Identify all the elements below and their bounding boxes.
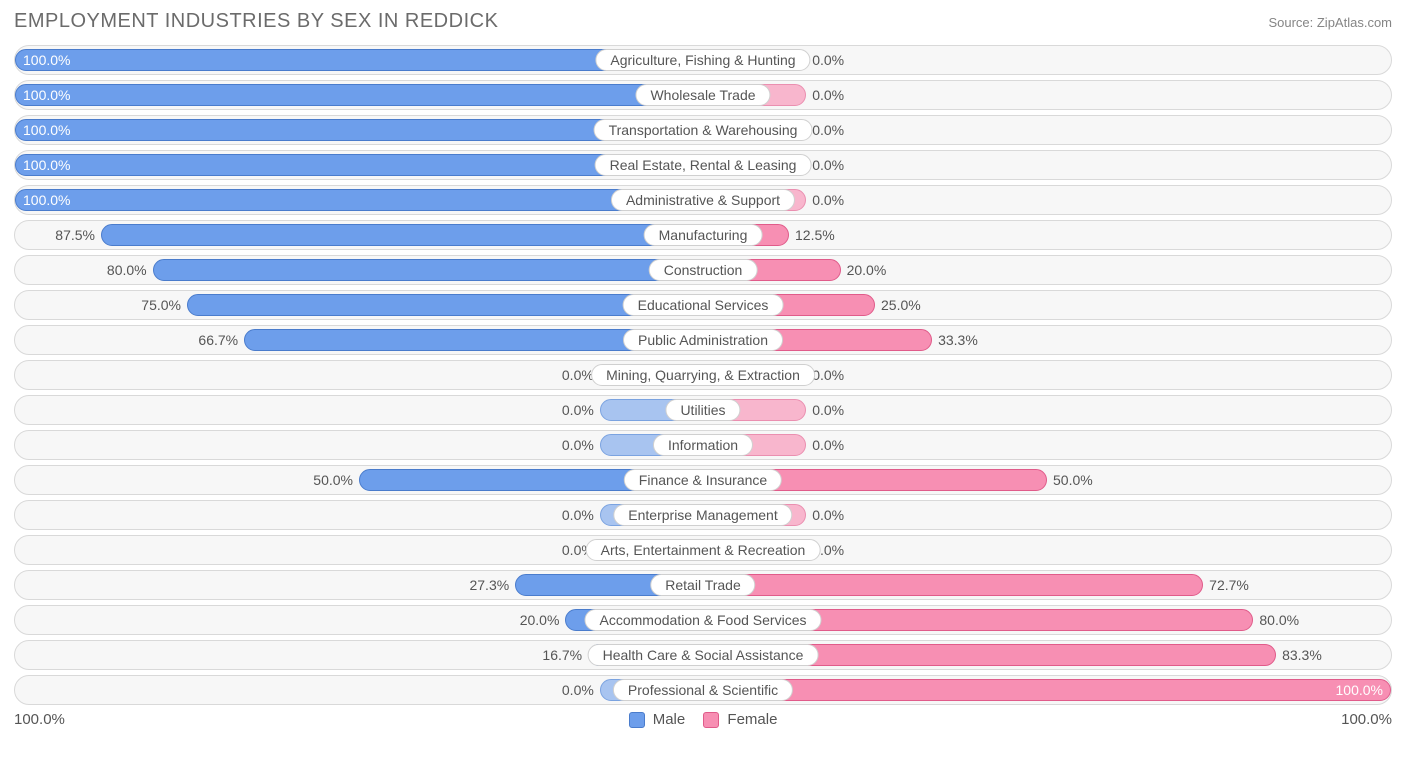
female-pct: 25.0% <box>881 297 921 313</box>
chart-row: 50.0% 50.0% Finance & Insurance <box>14 465 1392 495</box>
chart-row: 0.0% 0.0% Utilities <box>14 395 1392 425</box>
category-label: Accommodation & Food Services <box>585 609 822 631</box>
chart-row: 16.7% 83.3% Health Care & Social Assistanc… <box>14 640 1392 670</box>
female-pct: 12.5% <box>795 227 835 243</box>
chart-row: 27.3% 72.7% Retail Trade <box>14 570 1392 600</box>
category-label: Utilities <box>665 399 740 421</box>
category-label: Wholesale Trade <box>635 84 770 106</box>
female-pct: 72.7% <box>1209 577 1249 593</box>
female-bar <box>703 679 1391 701</box>
chart-row: 0.0% 0.0%Mining, Quarrying, & Extraction <box>14 360 1392 390</box>
female-pct: 33.3% <box>938 332 978 348</box>
category-label: Transportation & Warehousing <box>594 119 813 141</box>
male-pct: 75.0% <box>141 297 181 313</box>
female-pct: 0.0% <box>812 157 844 173</box>
legend-male: Male <box>629 711 686 728</box>
chart-row: 66.7% 33.3% Public Administration <box>14 325 1392 355</box>
chart-row: 0.0% 0.0% Enterprise Management <box>14 500 1392 530</box>
category-label: Finance & Insurance <box>624 469 782 491</box>
female-pct: 100.0% <box>1336 682 1383 698</box>
category-label: Educational Services <box>623 294 784 316</box>
category-label: Administrative & Support <box>611 189 795 211</box>
female-pct: 0.0% <box>812 507 844 523</box>
female-pct: 83.3% <box>1282 647 1322 663</box>
male-bar <box>15 84 703 106</box>
chart-row: 100.0% 0.0%Transportation & Warehousing <box>14 115 1392 145</box>
category-label: Enterprise Management <box>613 504 792 526</box>
male-pct: 0.0% <box>562 682 594 698</box>
chart-row: 0.0%0.0%Arts, Entertainment & Recreation <box>14 535 1392 565</box>
axis-right-label: 100.0% <box>1341 711 1392 728</box>
male-pct: 80.0% <box>107 262 147 278</box>
female-pct: 0.0% <box>812 122 844 138</box>
male-pct: 100.0% <box>23 87 70 103</box>
category-label: Professional & Scientific <box>613 679 793 701</box>
male-pct: 87.5% <box>55 227 95 243</box>
category-label: Construction <box>649 259 758 281</box>
legend-female-label: Female <box>727 711 777 728</box>
chart-row: 75.0% 25.0% Educational Services <box>14 290 1392 320</box>
category-label: Public Administration <box>623 329 783 351</box>
male-swatch-icon <box>629 712 645 728</box>
male-pct: 0.0% <box>562 437 594 453</box>
female-pct: 0.0% <box>812 367 844 383</box>
female-pct: 20.0% <box>847 262 887 278</box>
chart-row: 0.0% 100.0% Professional & Scientific <box>14 675 1392 705</box>
category-label: Agriculture, Fishing & Hunting <box>595 49 810 71</box>
category-label: Mining, Quarrying, & Extraction <box>591 364 815 386</box>
male-bar <box>101 224 703 246</box>
chart-row: 87.5% 12.5% Manufacturing <box>14 220 1392 250</box>
male-pct: 0.0% <box>562 367 594 383</box>
chart-row: 20.0% 80.0% Accommodation & Food Services <box>14 605 1392 635</box>
male-pct: 100.0% <box>23 157 70 173</box>
category-label: Manufacturing <box>644 224 763 246</box>
male-pct: 16.7% <box>542 647 582 663</box>
category-label: Health Care & Social Assistance <box>588 644 819 666</box>
male-pct: 27.3% <box>469 577 509 593</box>
male-bar <box>15 189 703 211</box>
male-pct: 0.0% <box>562 402 594 418</box>
legend-female: Female <box>703 711 777 728</box>
male-pct: 66.7% <box>198 332 238 348</box>
male-bar <box>153 259 703 281</box>
female-pct: 80.0% <box>1259 612 1299 628</box>
category-label: Arts, Entertainment & Recreation <box>586 539 821 561</box>
female-pct: 50.0% <box>1053 472 1093 488</box>
chart-row: 100.0% 0.0%Agriculture, Fishing & Hunting <box>14 45 1392 75</box>
female-pct: 0.0% <box>812 402 844 418</box>
category-label: Information <box>653 434 753 456</box>
male-pct: 100.0% <box>23 52 70 68</box>
legend-male-label: Male <box>653 711 686 728</box>
female-pct: 0.0% <box>812 192 844 208</box>
female-swatch-icon <box>703 712 719 728</box>
axis-left-label: 100.0% <box>14 711 65 728</box>
source-label: Source: ZipAtlas.com <box>1268 15 1392 30</box>
female-bar <box>703 574 1203 596</box>
chart-row: 100.0% 0.0% Wholesale Trade <box>14 80 1392 110</box>
male-pct: 50.0% <box>313 472 353 488</box>
male-pct: 20.0% <box>520 612 560 628</box>
female-pct: 0.0% <box>812 52 844 68</box>
chart-title: EMPLOYMENT INDUSTRIES BY SEX IN REDDICK <box>14 10 498 33</box>
male-pct: 100.0% <box>23 122 70 138</box>
female-pct: 0.0% <box>812 87 844 103</box>
male-pct: 0.0% <box>562 507 594 523</box>
female-pct: 0.0% <box>812 437 844 453</box>
legend: Male Female <box>629 711 778 728</box>
chart-row: 0.0% 0.0% Information <box>14 430 1392 460</box>
male-pct: 100.0% <box>23 192 70 208</box>
chart-area: 100.0%0.0%Agriculture, Fishing & Hunting… <box>14 45 1392 705</box>
category-label: Retail Trade <box>650 574 755 596</box>
chart-row: 100.0% 0.0% Administrative & Support <box>14 185 1392 215</box>
category-label: Real Estate, Rental & Leasing <box>595 154 812 176</box>
chart-row: 80.0% 20.0% Construction <box>14 255 1392 285</box>
chart-row: 100.0% 0.0%Real Estate, Rental & Leasing <box>14 150 1392 180</box>
